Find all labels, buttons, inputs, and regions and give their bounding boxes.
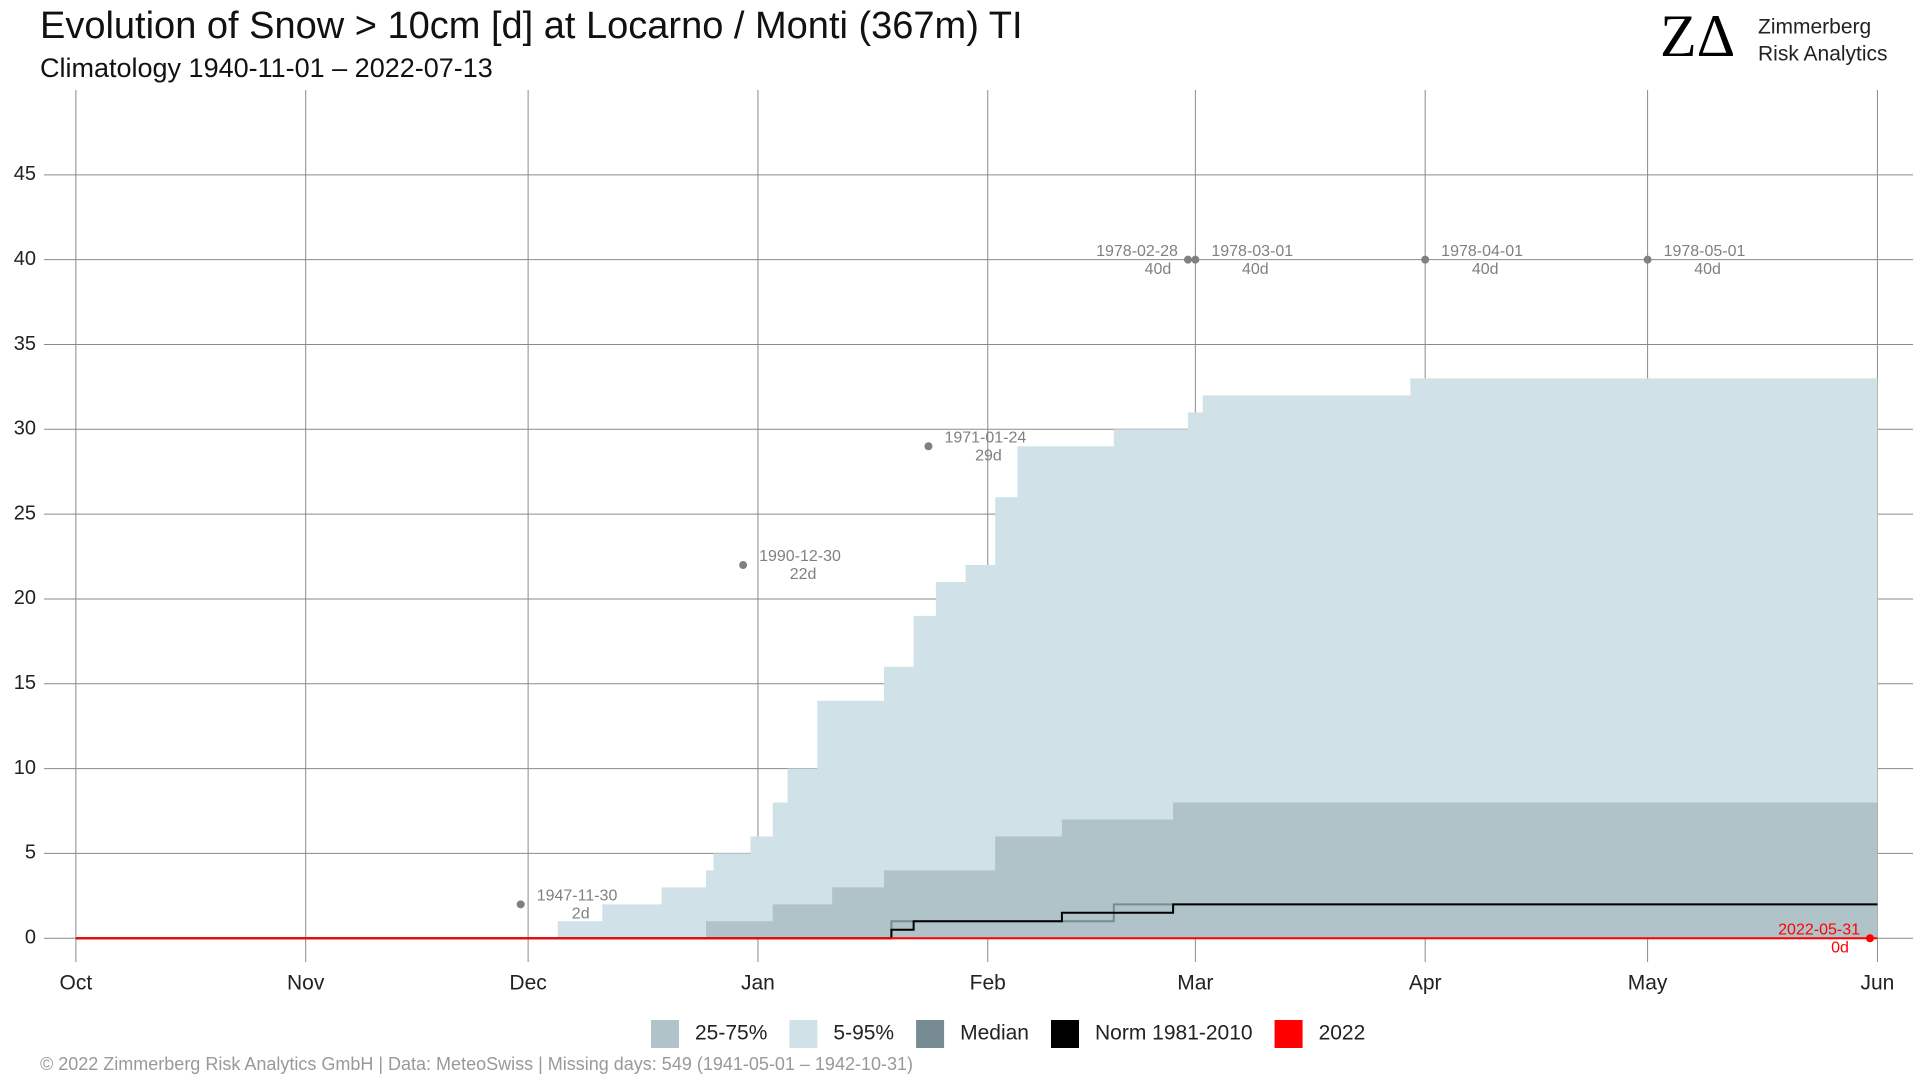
annotation-label: 1978-02-28	[1096, 243, 1178, 260]
legend-label: 25-75%	[695, 1022, 767, 1045]
y-tick-label: 35	[14, 333, 36, 355]
record-point	[1643, 255, 1652, 264]
y-tick-label: 30	[14, 418, 36, 440]
legend-swatch	[789, 1020, 818, 1048]
y-tick-label: 0	[25, 927, 36, 949]
legend-label: Norm 1981-2010	[1095, 1022, 1253, 1045]
x-tick-label: Feb	[970, 972, 1006, 995]
y-tick-label: 15	[14, 672, 36, 694]
chart-title: Evolution of Snow > 10cm [d] at Locarno …	[40, 5, 1023, 47]
legend-swatch	[1050, 1020, 1079, 1048]
legend-label: Median	[960, 1022, 1029, 1045]
legend-label: 5-95%	[833, 1022, 894, 1045]
annotation-value: 22d	[790, 566, 817, 583]
x-tick-label: Jun	[1860, 972, 1894, 995]
logo-mark: ZΔ	[1660, 3, 1735, 69]
logo-line2: Risk Analytics	[1758, 43, 1888, 66]
band-area	[75, 378, 1878, 939]
record-point	[924, 442, 933, 451]
record-point	[1866, 934, 1875, 943]
annotation-label: 1978-03-01	[1211, 243, 1293, 260]
y-tick-label: 25	[14, 502, 36, 524]
annotation-label: 1978-04-01	[1441, 243, 1523, 260]
x-tick-label: Mar	[1177, 972, 1213, 995]
y-tick-label: 10	[14, 757, 36, 779]
x-tick-label: Nov	[287, 972, 325, 995]
y-tick-label: 5	[25, 842, 36, 864]
legend-swatch	[1274, 1020, 1303, 1048]
record-point	[1421, 255, 1430, 264]
x-tick-label: Oct	[60, 972, 93, 995]
annotation-label: 1947-11-30	[537, 888, 618, 905]
annotation-value: 40d	[1145, 261, 1172, 278]
annotation-value: 2d	[572, 906, 590, 923]
annotation-value: 29d	[975, 447, 1002, 464]
record-point	[516, 900, 525, 909]
legend-label: 2022	[1319, 1022, 1366, 1045]
annotation-value: 40d	[1472, 261, 1499, 278]
x-tick-label: Apr	[1409, 972, 1442, 995]
record-point	[739, 561, 748, 570]
annotation-value: 40d	[1242, 261, 1269, 278]
annotation-label: 1978-05-01	[1664, 243, 1746, 260]
annotation-label: 1971-01-24	[944, 429, 1026, 446]
x-tick-label: Dec	[509, 972, 546, 995]
y-tick-label: 45	[14, 163, 36, 185]
annotation-value: 40d	[1694, 261, 1721, 278]
logo-line1: Zimmerberg	[1758, 16, 1871, 39]
legend-swatch	[651, 1020, 679, 1048]
chart-subtitle: Climatology 1940-11-01 – 2022-07-13	[40, 53, 493, 83]
y-tick-label: 20	[14, 587, 36, 609]
x-tick-label: May	[1628, 972, 1668, 995]
annotation-label: 2022-05-31	[1778, 921, 1860, 938]
annotation-value: 0d	[1831, 939, 1849, 956]
record-point	[1191, 255, 1200, 264]
x-tick-label: Jan	[741, 972, 775, 995]
record-point	[1183, 255, 1192, 264]
annotation-label: 1990-12-30	[759, 548, 841, 565]
y-tick-label: 40	[14, 248, 36, 270]
legend-swatch	[916, 1020, 945, 1048]
footer: © 2022 Zimmerberg Risk Analytics GmbH | …	[40, 1054, 913, 1074]
